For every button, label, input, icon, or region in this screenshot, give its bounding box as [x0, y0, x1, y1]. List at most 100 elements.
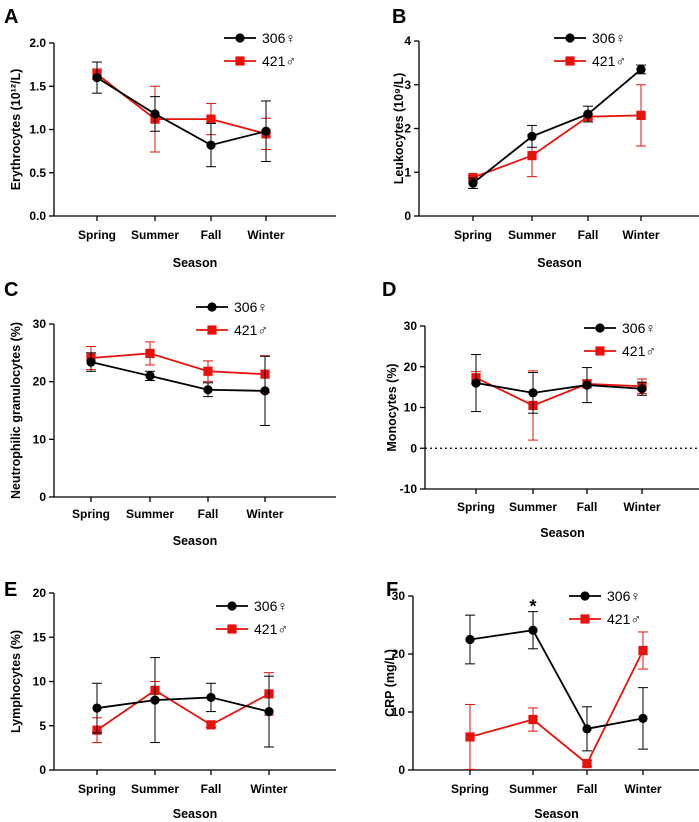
data-point	[206, 114, 216, 124]
x-tick-label: Summer	[509, 500, 557, 514]
x-tick-label: Winter	[624, 782, 662, 796]
series-line	[96, 73, 267, 135]
series-male-421	[468, 84, 646, 183]
legend-marker	[565, 56, 575, 66]
panel-letter: E	[4, 579, 17, 601]
legend-label: 421♂	[592, 53, 626, 69]
legend: 306♀ 421♂	[569, 588, 641, 627]
x-tick-label: Summer	[509, 782, 557, 796]
y-tick-label: 0	[410, 441, 417, 455]
series-line	[475, 376, 643, 407]
data-point	[528, 714, 538, 725]
series-line	[475, 382, 643, 394]
x-tick-label: Summer	[131, 782, 179, 796]
data-point	[465, 732, 475, 742]
data-point	[468, 178, 478, 188]
legend-label: 421♂	[262, 53, 296, 69]
legend-marker	[580, 614, 590, 624]
series-line	[90, 361, 266, 392]
y-tick-label: 20	[404, 360, 418, 374]
x-tick-label: Spring	[78, 782, 116, 796]
panel-letter: B	[392, 6, 406, 28]
x-tick-label: Fall	[201, 228, 222, 242]
y-tick-label: 0	[404, 209, 411, 223]
y-axis-title: Erythrocytes (10¹²/L)	[9, 69, 23, 191]
y-tick-label: 0	[39, 763, 46, 777]
y-axis-title: CRP (mg/L)	[383, 649, 397, 717]
series-line	[469, 650, 644, 766]
y-tick-label: 10	[404, 401, 418, 415]
legend-marker	[235, 56, 245, 66]
data-point	[145, 348, 155, 359]
y-tick-label: 4	[404, 34, 411, 48]
x-tick-label: Spring	[451, 782, 489, 796]
y-tick-label: 15	[33, 630, 47, 644]
x-tick-label: Fall	[578, 228, 599, 242]
data-point	[528, 388, 538, 398]
panel-d: D -10 0 10 20 30 Spring Summer Fall Winter Season M…	[382, 279, 699, 540]
x-tick-label: Winter	[246, 507, 284, 521]
series-female-306	[471, 354, 647, 414]
significance-marker: *	[529, 597, 536, 617]
x-axis-title: Season	[540, 526, 584, 540]
data-point	[527, 131, 537, 141]
x-tick-label: Fall	[201, 782, 222, 796]
series-line	[96, 696, 270, 713]
x-axis-title: Season	[534, 807, 578, 821]
y-tick-label: 0	[39, 490, 46, 504]
y-tick-label: 1	[404, 165, 411, 179]
data-point	[150, 109, 160, 119]
series-female-306	[92, 61, 271, 168]
y-tick-label: 10	[33, 675, 47, 689]
x-tick-label: Spring	[457, 500, 495, 514]
y-tick-label: 0	[398, 763, 405, 777]
panel-letter: F	[386, 579, 398, 601]
legend-marker	[227, 601, 237, 611]
data-point	[261, 126, 271, 136]
panel-f: F 0 10 20 30 Spring Summer Fall Winter Season CRP …	[383, 579, 699, 821]
x-tick-label: Winter	[247, 228, 285, 242]
data-point	[150, 695, 160, 705]
legend-label: 421♂	[234, 322, 268, 338]
y-tick-label: 1.5	[29, 79, 46, 93]
legend-label: 306♀	[592, 30, 626, 46]
data-point	[145, 371, 155, 381]
y-tick-label: -10	[400, 482, 418, 496]
series-male-421	[92, 68, 271, 153]
legend-label: 421♂	[622, 343, 656, 359]
panel-letter: C	[4, 279, 18, 301]
y-tick-label: 20	[392, 647, 406, 661]
y-axis-title: Lymphocytes (%)	[9, 630, 23, 733]
legend-marker	[235, 33, 245, 43]
x-tick-label: Winter	[622, 228, 660, 242]
x-tick-label: Spring	[454, 228, 492, 242]
data-point	[206, 720, 216, 730]
y-tick-label: 10	[33, 432, 47, 446]
series-female-306	[92, 657, 274, 748]
data-point	[527, 151, 537, 161]
legend-marker	[595, 346, 605, 356]
y-tick-label: 5	[39, 719, 46, 733]
x-axis-title: Season	[173, 534, 217, 548]
x-tick-label: Spring	[78, 228, 116, 242]
legend-label: 306♀	[262, 30, 296, 46]
series-male-421	[465, 631, 648, 770]
legend: 306♀ 421♂	[584, 320, 656, 359]
legend: 306♀ 421♂	[224, 30, 296, 69]
y-tick-label: 2.0	[29, 36, 46, 50]
data-point	[582, 759, 592, 769]
series-female-306	[468, 64, 646, 189]
legend-marker	[580, 591, 590, 601]
legend-label: 306♀	[622, 320, 656, 336]
data-point	[528, 625, 538, 635]
x-tick-label: Spring	[72, 507, 110, 521]
y-tick-label: 20	[33, 586, 47, 600]
series-line	[472, 114, 642, 179]
y-axis-title: Leukocytes (10⁹/L)	[392, 73, 406, 185]
data-point	[203, 366, 213, 376]
x-tick-label: Fall	[198, 507, 219, 521]
x-tick-label: Fall	[577, 782, 598, 796]
legend: 306♀ 421♂	[216, 598, 288, 637]
data-point	[637, 384, 647, 394]
y-tick-label: 30	[404, 319, 418, 333]
